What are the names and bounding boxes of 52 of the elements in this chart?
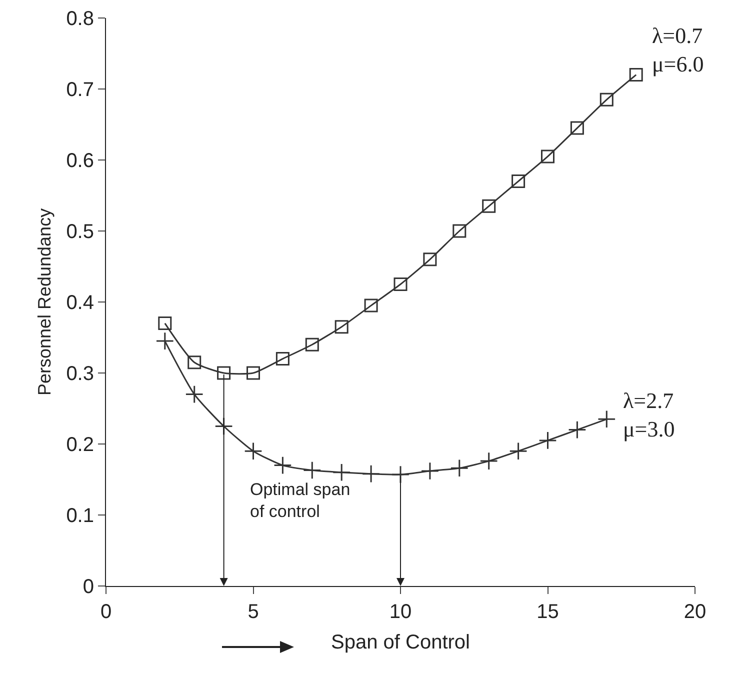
y-tick-label: 0.8 — [66, 8, 94, 30]
x-axis-title: Span of Control — [331, 632, 470, 654]
point — [600, 92, 614, 106]
point — [450, 458, 469, 478]
point — [394, 278, 408, 291]
annotation: Optimal span of control — [250, 480, 350, 522]
point — [423, 252, 437, 266]
x-tick-label: 0 — [100, 601, 112, 623]
y-tick-label: 0.2 — [66, 434, 94, 456]
point — [480, 452, 498, 470]
series-label: λ=0.7 μ=6.0 — [652, 23, 704, 77]
x-tick-label: 20 — [684, 601, 706, 623]
point — [274, 456, 292, 474]
y-tick-label: 0.5 — [66, 221, 94, 243]
point — [334, 320, 348, 334]
point — [214, 417, 233, 436]
point — [244, 442, 262, 460]
point — [598, 410, 616, 428]
point — [364, 298, 378, 312]
y-tick-label: 0.4 — [66, 292, 94, 314]
point — [217, 366, 231, 380]
point — [568, 420, 586, 439]
point — [570, 121, 584, 135]
y-tick-label: 0.6 — [66, 150, 94, 172]
x-tick-label: 5 — [248, 601, 259, 623]
series-label: λ=2.7 μ=3.0 — [623, 388, 675, 442]
point — [452, 224, 466, 238]
y-tick-label: 0.3 — [66, 363, 94, 385]
point — [303, 461, 322, 480]
x-tick-label: 15 — [536, 601, 559, 623]
x-tick-label: 10 — [389, 601, 412, 623]
point — [185, 385, 204, 404]
point — [512, 174, 526, 188]
point — [362, 464, 380, 483]
y-axis-title: Personnel Redundancy — [34, 208, 54, 396]
point — [332, 463, 351, 482]
point — [276, 352, 290, 366]
point — [538, 431, 557, 450]
point — [541, 150, 554, 164]
y-tick-label: 0.7 — [66, 79, 94, 101]
point — [509, 442, 528, 460]
point — [158, 316, 172, 330]
point — [482, 199, 496, 213]
point — [246, 366, 260, 380]
point — [629, 68, 643, 82]
point — [391, 465, 410, 484]
point — [188, 356, 202, 370]
point — [420, 462, 440, 480]
y-tick-label: 0.1 — [66, 505, 94, 527]
y-tick-label: 0 — [82, 576, 94, 598]
point — [305, 338, 319, 352]
point — [156, 332, 174, 350]
